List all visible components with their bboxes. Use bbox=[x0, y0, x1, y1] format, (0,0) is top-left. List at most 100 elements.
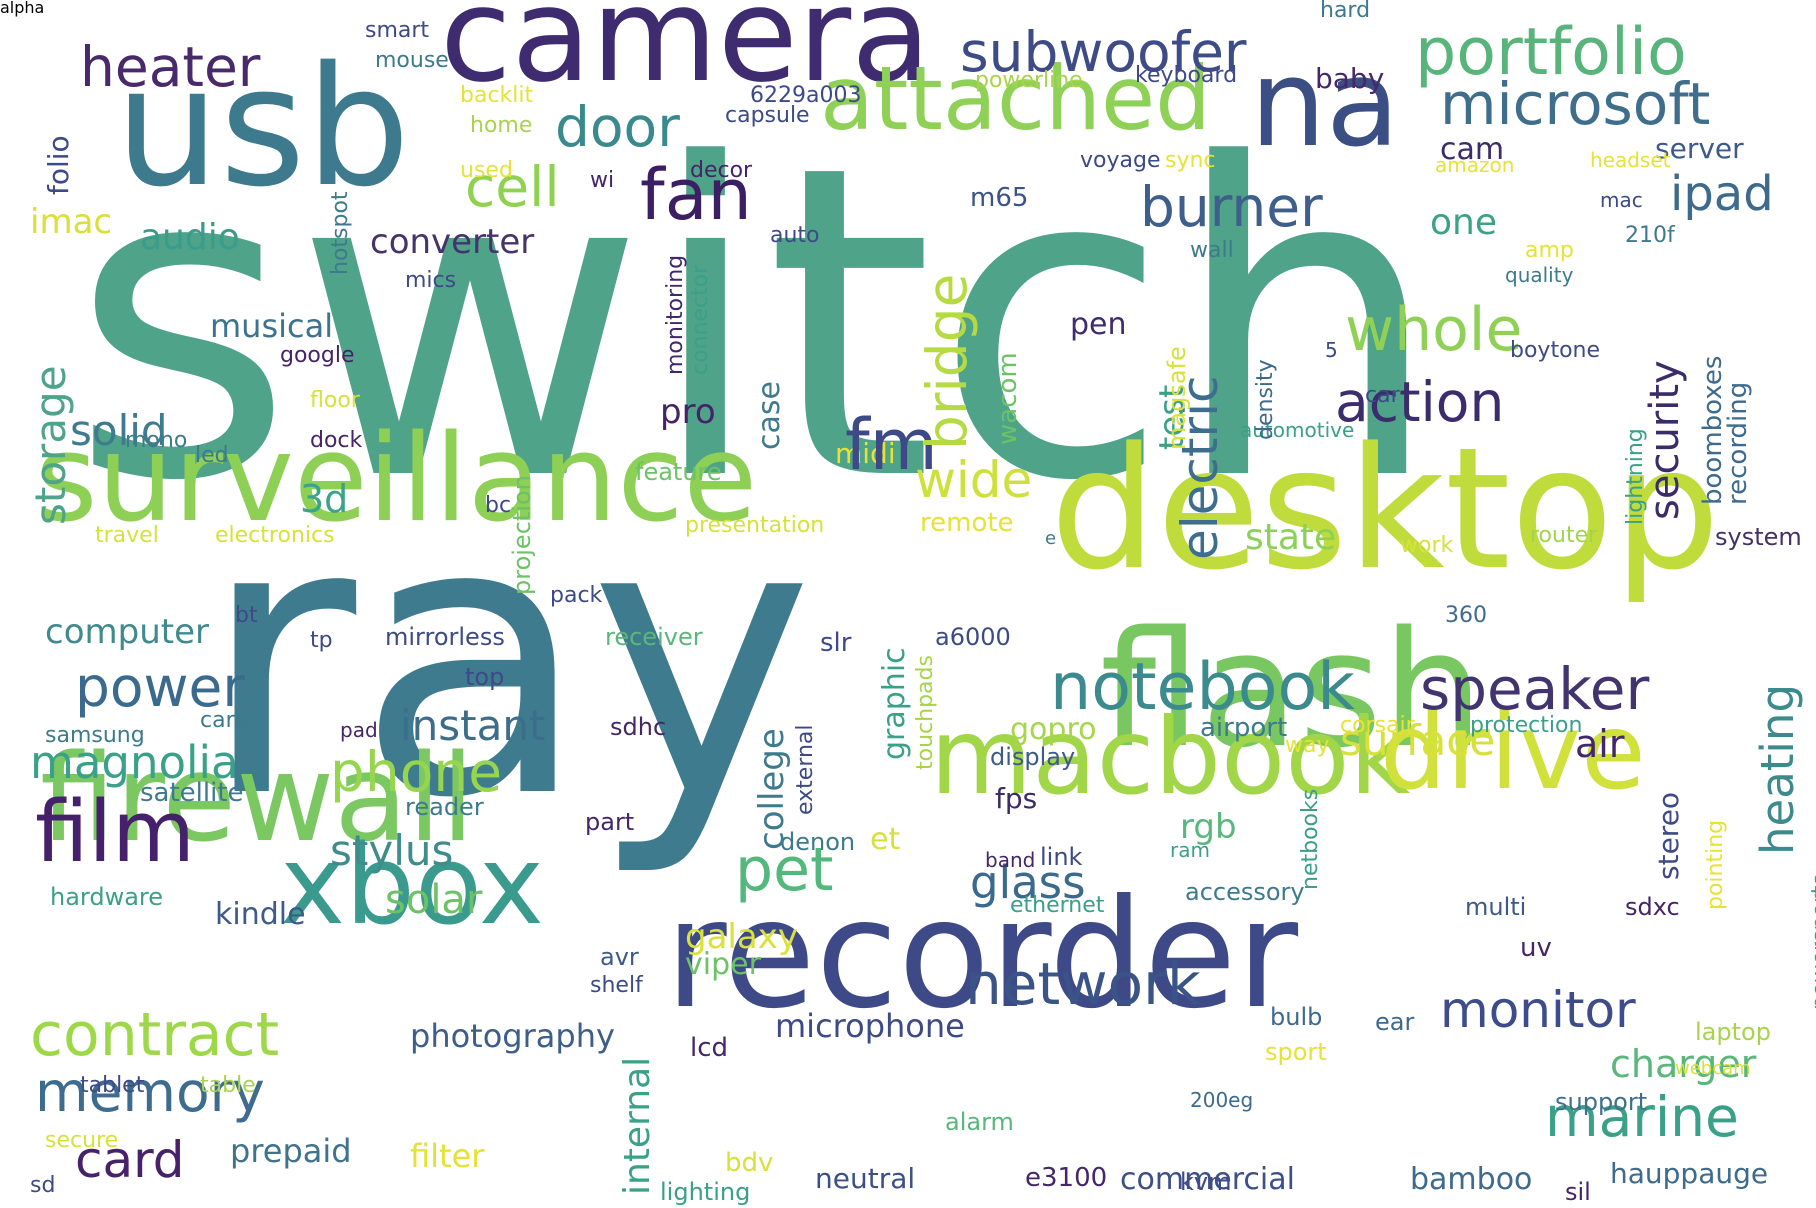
word-netbooks: netbooks bbox=[1298, 788, 1323, 890]
word-hardware: hardware bbox=[50, 883, 164, 911]
word-case: case bbox=[752, 381, 787, 450]
word-presentation: presentation bbox=[685, 513, 825, 538]
word-neutral: neutral bbox=[815, 1162, 916, 1195]
word-top: top bbox=[465, 663, 505, 691]
word-travel: travel bbox=[95, 523, 159, 548]
word-electronics: electronics bbox=[215, 523, 335, 548]
word-baby: baby bbox=[1315, 62, 1385, 95]
word-alarm: alarm bbox=[945, 1108, 1014, 1136]
word-burner: burner bbox=[1140, 175, 1323, 239]
word-security: security bbox=[1642, 360, 1688, 520]
word-sync: sync bbox=[1165, 148, 1216, 173]
word-action: action bbox=[1335, 370, 1505, 434]
word-switch: switch bbox=[70, 75, 1443, 575]
word-phone: phone bbox=[330, 740, 503, 804]
word-folio: folio bbox=[42, 135, 75, 195]
word-lighting: lighting bbox=[660, 1178, 751, 1206]
word-subwoofer: subwoofer bbox=[960, 20, 1247, 84]
word-decor: decor bbox=[690, 158, 753, 183]
word-webcam: webcam bbox=[1675, 1058, 1751, 1079]
word-5: 5 bbox=[1325, 338, 1338, 362]
word-tp: tp bbox=[310, 628, 333, 653]
word-viper: viper bbox=[685, 947, 761, 982]
word-graphic: graphic bbox=[877, 647, 912, 760]
word-wall: wall bbox=[1190, 238, 1234, 263]
word-gopro: gopro bbox=[1010, 712, 1097, 747]
word-state: state bbox=[1245, 517, 1337, 558]
word-power: power bbox=[75, 655, 245, 719]
word-external: external bbox=[793, 724, 818, 815]
word-bamboo: bamboo bbox=[1410, 1162, 1533, 1197]
word-air: air bbox=[1575, 722, 1625, 766]
word-internal: internal bbox=[617, 1056, 658, 1195]
word-charger: charger bbox=[1610, 1042, 1757, 1086]
word-mono: mono bbox=[125, 428, 188, 453]
word-camera: camera bbox=[440, 0, 931, 111]
word-na: na bbox=[1250, 35, 1400, 174]
word-mirrorless: mirrorless bbox=[385, 623, 505, 651]
word-xbox: xbox bbox=[280, 821, 544, 949]
word-filter: filter bbox=[410, 1137, 485, 1175]
word-memory: memory bbox=[35, 1060, 265, 1124]
word-smart: smart bbox=[365, 18, 430, 43]
word-lcd: lcd bbox=[690, 1033, 729, 1063]
word-amp: amp bbox=[1525, 238, 1574, 263]
word-film: film bbox=[35, 783, 195, 882]
word-storage: storage bbox=[26, 365, 75, 525]
word-ram: ram bbox=[1170, 838, 1210, 862]
word-automotive: automotive bbox=[1240, 418, 1355, 442]
word-multi: multi bbox=[1465, 893, 1527, 921]
word-flash: flash bbox=[1100, 596, 1484, 783]
word-backlit: backlit bbox=[460, 83, 534, 108]
word-glass: glass bbox=[970, 856, 1086, 909]
word-heater: heater bbox=[80, 35, 261, 99]
word-instant: instant bbox=[400, 701, 546, 750]
word-college: college bbox=[752, 728, 792, 850]
word-capsule: capsule bbox=[725, 103, 810, 128]
word-bt: bt bbox=[235, 603, 258, 628]
word-pet: pet bbox=[735, 835, 834, 905]
word-monitor: monitor bbox=[1440, 981, 1636, 1039]
word-galaxy: galaxy bbox=[685, 917, 798, 957]
word-computer: computer bbox=[45, 612, 209, 652]
word-audio: audio bbox=[140, 217, 240, 258]
word-uv: uv bbox=[1520, 933, 1552, 963]
word-mics: mics bbox=[405, 268, 457, 293]
word-attached: attached bbox=[820, 47, 1212, 150]
word-link: link bbox=[1040, 843, 1083, 871]
word-pen: pen bbox=[1070, 307, 1127, 342]
word-receiver: receiver bbox=[605, 623, 703, 651]
word-bulb: bulb bbox=[1270, 1003, 1323, 1031]
word-imac: imac bbox=[30, 202, 113, 242]
word-mouse: mouse bbox=[375, 48, 449, 73]
word-denon: denon bbox=[780, 828, 856, 856]
word-keyboard: keyboard bbox=[1135, 63, 1238, 88]
word-sd: sd bbox=[30, 1173, 56, 1198]
word-card: card bbox=[75, 1131, 185, 1189]
word-m65: m65 bbox=[970, 183, 1029, 213]
word-cell: cell bbox=[465, 155, 560, 219]
word-sdxc: sdxc bbox=[1625, 893, 1680, 921]
word-led: led bbox=[195, 443, 229, 468]
word-desktop: desktop bbox=[1050, 411, 1721, 607]
word-marine: marine bbox=[1545, 1085, 1739, 1149]
word-feature: feature bbox=[635, 458, 722, 486]
word-sport: sport bbox=[1265, 1038, 1327, 1066]
word-alpha: alpha bbox=[0, 0, 45, 17]
word-slr: slr bbox=[820, 628, 852, 658]
word-tablet: tablet bbox=[80, 1073, 145, 1098]
word-360: 360 bbox=[1445, 603, 1487, 628]
word-magsafe: magsafe bbox=[1163, 346, 1191, 450]
word-recorder: recorder bbox=[665, 868, 1299, 1042]
word-prepaid: prepaid bbox=[230, 1132, 352, 1170]
word-fm: fm bbox=[845, 404, 938, 486]
word-one: one bbox=[1430, 202, 1497, 243]
word-200eg: 200eg bbox=[1190, 1088, 1254, 1112]
word-bdv: bdv bbox=[725, 1148, 774, 1178]
word-notebook: notebook bbox=[1050, 650, 1355, 725]
word-powersports: powersports bbox=[1808, 873, 1816, 1010]
word-commercial: commercial bbox=[1120, 1162, 1295, 1197]
word-pad: pad bbox=[340, 718, 378, 742]
word-ear: ear bbox=[1375, 1008, 1415, 1036]
